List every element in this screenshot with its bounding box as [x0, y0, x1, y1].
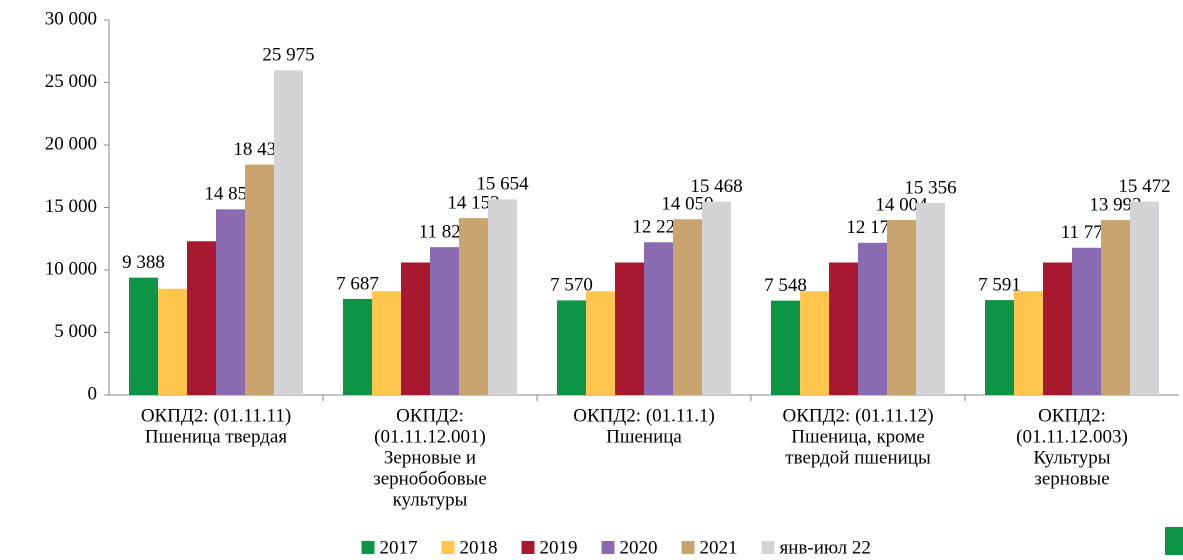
- x-tick-label: зернобобовые: [373, 468, 487, 489]
- legend-label: 2021: [700, 537, 738, 558]
- data-label: 14 059: [661, 194, 713, 215]
- data-label: 13 993: [1089, 194, 1141, 215]
- y-tick-label: 10 000: [45, 258, 97, 279]
- data-label: 18 433: [233, 139, 285, 160]
- bar: [216, 209, 245, 395]
- data-label: 7 570: [550, 275, 593, 296]
- bar: [800, 291, 829, 395]
- x-tick-label: ОКПД2:: [396, 405, 464, 426]
- legend-swatch: [361, 541, 375, 554]
- legend-label: 2020: [620, 537, 658, 558]
- x-tick-label: ОКПД2: (01.11.12): [782, 405, 933, 426]
- y-tick-label: 25 000: [45, 71, 97, 92]
- x-tick-label: ОКПД2: (01.11.1): [573, 405, 715, 426]
- data-label: 7 548: [764, 275, 807, 296]
- bar: [129, 277, 158, 395]
- bar: [771, 300, 800, 395]
- data-label: 11 779: [1061, 222, 1113, 243]
- bar: [829, 262, 858, 395]
- y-tick-label: 30 000: [45, 8, 97, 29]
- bar: [488, 199, 517, 395]
- x-tick-label: Пшеница: [606, 426, 682, 447]
- bar: [673, 219, 702, 395]
- data-label: 15 654: [476, 174, 529, 195]
- bar: [985, 300, 1014, 395]
- y-tick-label: 5 000: [54, 321, 97, 342]
- bar: [916, 203, 945, 395]
- bar: [586, 291, 615, 395]
- bar: [459, 218, 488, 395]
- x-tick-label: ОКПД2:: [1038, 405, 1106, 426]
- bar: [1101, 220, 1130, 395]
- bar: [245, 164, 274, 395]
- data-label: 14 152: [447, 192, 499, 213]
- x-tick-label: твердой пшеницы: [785, 447, 931, 468]
- data-label: 15 468: [690, 176, 742, 197]
- bar: [615, 262, 644, 395]
- x-tick-label: (01.11.12.003): [1016, 426, 1128, 447]
- data-label: 14 853: [204, 184, 256, 205]
- bar: [1014, 291, 1043, 395]
- legend-label: 2018: [460, 537, 498, 558]
- legend-label: 2019: [540, 537, 578, 558]
- data-label: 7 687: [336, 273, 379, 294]
- legend-label: янв-июл 22: [780, 537, 871, 558]
- decoration: [1165, 527, 1183, 555]
- x-tick-label: ОКПД2: (01.11.11): [141, 405, 291, 426]
- y-tick-label: 0: [88, 383, 98, 404]
- legend-swatch: [521, 541, 535, 554]
- bar: [401, 262, 430, 395]
- bar: [858, 242, 887, 395]
- bar: [1130, 201, 1159, 395]
- x-tick-label: Культуры: [1033, 447, 1110, 468]
- legend-swatch: [681, 541, 695, 554]
- data-label: 25 975: [262, 45, 314, 66]
- data-label: 12 176: [846, 217, 898, 238]
- data-label: 9 388: [122, 252, 165, 273]
- bar: [644, 242, 673, 395]
- bar: [887, 219, 916, 395]
- legend-swatch: [601, 541, 615, 554]
- bar: [343, 298, 372, 395]
- x-tick-label: Пшеница твердая: [145, 426, 287, 447]
- x-tick-label: зерновые: [1034, 468, 1109, 489]
- bar: [702, 201, 731, 395]
- x-tick-label: Пшеница, кроме: [791, 426, 925, 447]
- data-label: 12 221: [632, 217, 684, 238]
- x-tick-label: Зерновые и: [384, 447, 476, 468]
- data-label: 15 472: [1118, 176, 1170, 197]
- data-label: 11 829: [419, 221, 471, 242]
- x-tick-label: культуры: [393, 489, 468, 510]
- legend-swatch: [441, 541, 455, 554]
- bar: [557, 300, 586, 395]
- bar: [430, 247, 459, 395]
- data-label: 14 004: [875, 194, 928, 215]
- data-label: 15 356: [904, 177, 956, 198]
- data-label: 7 591: [978, 274, 1021, 295]
- x-tick-label: (01.11.12.001): [374, 426, 486, 447]
- bar: [1072, 247, 1101, 395]
- y-tick-label: 20 000: [45, 133, 97, 154]
- y-tick-label: 15 000: [45, 196, 97, 217]
- bar: [158, 288, 187, 395]
- legend-swatch: [761, 541, 775, 554]
- bar: [372, 291, 401, 395]
- bar: [187, 241, 216, 395]
- bar: [1043, 262, 1072, 395]
- legend-label: 2017: [380, 537, 418, 558]
- bar: [274, 70, 303, 395]
